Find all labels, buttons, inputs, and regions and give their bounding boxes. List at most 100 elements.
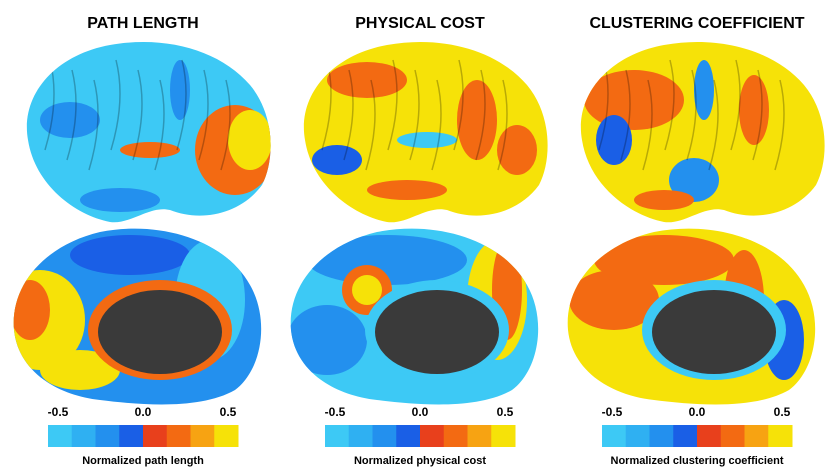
sulcus bbox=[642, 79, 653, 171]
surface-patch bbox=[457, 80, 497, 160]
surface-patch bbox=[352, 275, 382, 305]
panel: PATH LENGTH -0.5 0.0 0.5 Normalized path len… bbox=[13, 15, 271, 467]
sulcus bbox=[708, 79, 719, 171]
colorbar-tick-label: 0.0 bbox=[412, 405, 429, 419]
panel-title: CLUSTERING COEFFICIENT bbox=[589, 15, 804, 32]
medial-wall bbox=[375, 290, 499, 374]
colorbar-swatch bbox=[325, 425, 350, 447]
colorbar-swatch bbox=[71, 425, 96, 447]
colorbar-swatch bbox=[420, 425, 445, 447]
sulcus bbox=[664, 59, 675, 151]
sulcus bbox=[66, 69, 77, 161]
surface-patch bbox=[290, 305, 367, 375]
colorbar-swatch bbox=[95, 425, 120, 447]
surface-patch bbox=[569, 270, 659, 330]
colorbar-swatch bbox=[491, 425, 516, 447]
sulcus bbox=[88, 79, 99, 171]
sulcus bbox=[475, 69, 486, 161]
surface-patch bbox=[120, 142, 180, 158]
colorbar-label: Normalized clustering coefficient bbox=[611, 455, 784, 467]
lateral-brain bbox=[303, 41, 548, 223]
colorbar-swatch bbox=[396, 425, 421, 447]
sulcus bbox=[409, 69, 420, 161]
surface-patch bbox=[497, 125, 537, 175]
colorbar-swatch bbox=[467, 425, 492, 447]
colorbar-tick-label: 0.0 bbox=[689, 405, 706, 419]
colorbar-swatch bbox=[673, 425, 698, 447]
sulcus bbox=[453, 59, 464, 151]
colorbar-swatch bbox=[119, 425, 144, 447]
surface-patch bbox=[13, 280, 50, 340]
surface-patch bbox=[327, 62, 407, 98]
panel-title: PATH LENGTH bbox=[87, 15, 198, 32]
colorbar-tick-label: -0.5 bbox=[325, 405, 346, 419]
panel-title: PHYSICAL COST bbox=[355, 15, 485, 32]
colorbar-swatch bbox=[214, 425, 239, 447]
sulcus bbox=[198, 69, 209, 161]
colorbar-swatch bbox=[720, 425, 745, 447]
colorbar-swatch bbox=[190, 425, 215, 447]
sulcus bbox=[132, 69, 143, 161]
surface-patch bbox=[694, 60, 714, 120]
lateral-brain bbox=[26, 41, 271, 223]
colorbar-tick-label: -0.5 bbox=[48, 405, 69, 419]
colorbar-swatch bbox=[625, 425, 650, 447]
colorbar-tick-label: -0.5 bbox=[602, 405, 623, 419]
sulcus bbox=[774, 79, 785, 171]
surface-patch bbox=[40, 350, 120, 390]
surface-patch bbox=[397, 132, 457, 148]
colorbar-swatch bbox=[602, 425, 627, 447]
sulcus bbox=[176, 59, 187, 151]
colorbar-swatch bbox=[443, 425, 468, 447]
colorbar-swatch bbox=[48, 425, 73, 447]
surface-patch bbox=[584, 70, 684, 130]
colorbar-swatch bbox=[768, 425, 793, 447]
surface-patch bbox=[367, 180, 447, 200]
colorbar-swatch bbox=[372, 425, 397, 447]
colorbar-swatch bbox=[649, 425, 674, 447]
colorbar-tick-label: 0.5 bbox=[497, 405, 514, 419]
sulcus bbox=[431, 79, 442, 171]
sulcus bbox=[497, 79, 508, 171]
sulcus bbox=[110, 59, 121, 151]
sulcus bbox=[154, 79, 165, 171]
surface-patch bbox=[70, 235, 190, 275]
panel: CLUSTERING COEFFICIENT -0.5 0.0 0.5 Normaliz… bbox=[567, 15, 825, 467]
medial-wall bbox=[98, 290, 222, 374]
sulcus bbox=[387, 59, 398, 151]
medial-brain bbox=[13, 228, 262, 405]
surface-patch bbox=[312, 145, 362, 175]
surface-patch bbox=[40, 102, 100, 138]
colorbar-swatch bbox=[697, 425, 722, 447]
colorbar-swatch bbox=[348, 425, 373, 447]
surface-patch bbox=[739, 75, 769, 145]
sulcus bbox=[343, 69, 354, 161]
surface-patch bbox=[80, 188, 160, 212]
sulcus bbox=[730, 59, 741, 151]
medial-brain bbox=[290, 228, 539, 405]
sulcus bbox=[620, 69, 631, 161]
surface-patch bbox=[669, 158, 719, 202]
colorbar-swatch bbox=[143, 425, 168, 447]
surface-patch bbox=[596, 115, 632, 165]
colorbar-swatch bbox=[166, 425, 191, 447]
sulcus bbox=[220, 79, 231, 171]
colorbar-tick-label: 0.0 bbox=[135, 405, 152, 419]
sulcus bbox=[365, 79, 376, 171]
sulcus bbox=[686, 69, 697, 161]
colorbar-tick-label: 0.5 bbox=[220, 405, 237, 419]
surface-patch bbox=[170, 60, 190, 120]
surface-patch bbox=[307, 235, 467, 285]
surface-patch bbox=[228, 110, 271, 170]
sulcus bbox=[752, 69, 763, 161]
medial-brain bbox=[567, 228, 816, 405]
colorbar-tick-label: 0.5 bbox=[774, 405, 791, 419]
colorbar-label: Normalized path length bbox=[82, 455, 204, 467]
colorbar-label: Normalized physical cost bbox=[354, 455, 486, 467]
colorbar-swatch bbox=[744, 425, 769, 447]
surface-patch bbox=[634, 190, 694, 210]
lateral-brain bbox=[580, 41, 825, 223]
medial-wall bbox=[652, 290, 776, 374]
panel: PHYSICAL COST -0.5 0.0 0.5 Normalized physic… bbox=[290, 15, 548, 467]
